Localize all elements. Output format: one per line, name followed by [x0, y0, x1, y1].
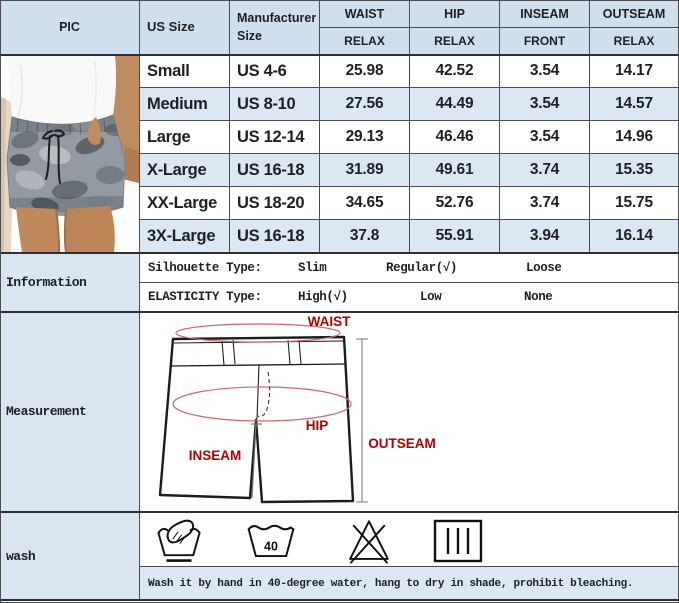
outseam-subheader: RELAX [590, 28, 679, 55]
manufacturer-size: US 8-10 [230, 88, 320, 121]
inseam-value: 3.94 [500, 220, 590, 253]
waist-value: 37.8 [320, 220, 410, 253]
inseam-subheader: FRONT [500, 28, 590, 55]
waist-value: 29.13 [320, 121, 410, 154]
elasticity-option-low: Low [420, 290, 442, 304]
elasticity-option-none: None [524, 290, 553, 304]
size-name: X-Large [140, 154, 230, 187]
do-not-bleach-icon [349, 520, 389, 564]
measurement-section-label: Measurement [0, 312, 140, 512]
wash-separator [0, 511, 679, 513]
waist-annotation: WAIST [308, 314, 352, 329]
bottom-separator [0, 599, 679, 601]
outseam-value: 16.14 [590, 220, 679, 253]
hip-annotation: HIP [306, 418, 329, 433]
silhouette-option-loose: Loose [526, 260, 562, 275]
size-name: Medium [140, 88, 230, 121]
silhouette-option-regular: Regular(√) [386, 260, 458, 275]
waist-value: 31.89 [320, 154, 410, 187]
wash-temp-label: 40 [264, 540, 278, 554]
size-name: Small [140, 55, 230, 88]
inseam-value: 3.74 [500, 154, 590, 187]
elasticity-type-title: ELASTICITY Type: [148, 290, 262, 304]
size-name: Large [140, 121, 230, 154]
wash-40-icon: 40 [247, 524, 295, 558]
manufacturer-size: US 18-20 [230, 187, 320, 220]
hip-value: 49.61 [410, 154, 500, 187]
wash-instructions-note: Wash it by hand in 40-degree water, hang… [140, 567, 679, 601]
wash-icons-row: 40 [140, 512, 679, 567]
outseam-value: 15.35 [590, 154, 679, 187]
elasticity-option-high: High(√) [298, 290, 348, 304]
us-size-column-header: US Size [140, 0, 230, 55]
size-name: XX-Large [140, 187, 230, 220]
elasticity-type-row: ELASTICITY Type: High(√) Low None [140, 283, 679, 312]
hip-subheader: RELAX [410, 28, 500, 55]
hip-value: 52.76 [410, 187, 500, 220]
information-section-label: Information [0, 253, 140, 312]
pic-column-header: PIC [0, 0, 140, 55]
hip-value: 42.52 [410, 55, 500, 88]
waist-subheader: RELAX [320, 28, 410, 55]
manufacturer-size: US 16-18 [230, 154, 320, 187]
measurement-separator [0, 311, 679, 313]
waist-value: 25.98 [320, 55, 410, 88]
drip-dry-icon [433, 519, 483, 563]
inseam-annotation: INSEAM [189, 448, 242, 463]
inseam-value: 3.54 [500, 88, 590, 121]
silhouette-option-slim: Slim [298, 260, 327, 275]
hip-value: 55.91 [410, 220, 500, 253]
shorts-measurement-diagram: WAIST HIP INSEAM OUTSEAM [158, 314, 436, 504]
inseam-value: 3.54 [500, 55, 590, 88]
silhouette-type-row: Silhouette Type: Slim Regular(√) Loose [140, 253, 679, 283]
outseam-value: 14.57 [590, 88, 679, 121]
manufacturer-size: US 16-18 [230, 220, 320, 253]
hand-wash-icon [157, 519, 201, 562]
silhouette-type-title: Silhouette Type: [148, 260, 262, 275]
product-photo-camo-shorts [0, 55, 139, 252]
hip-value: 44.49 [410, 88, 500, 121]
measurement-diagram-cell: WAIST HIP INSEAM OUTSEAM [140, 312, 679, 512]
hip-value: 46.46 [410, 121, 500, 154]
header-separator [0, 54, 679, 56]
inseam-value: 3.54 [500, 121, 590, 154]
manufacturer-size-column-header: Manufacturer Size [230, 0, 320, 55]
outseam-value: 14.96 [590, 121, 679, 154]
manufacturer-size: US 12-14 [230, 121, 320, 154]
inseam-column-header: INSEAM [500, 0, 590, 28]
outseam-annotation: OUTSEAM [368, 436, 436, 451]
outseam-column-header: OUTSEAM [590, 0, 679, 28]
product-photo-cell [0, 55, 140, 253]
inseam-value: 3.74 [500, 187, 590, 220]
outseam-value: 14.17 [590, 55, 679, 88]
manufacturer-size: US 4-6 [230, 55, 320, 88]
wash-section-label: wash [0, 512, 140, 601]
waist-column-header: WAIST [320, 0, 410, 28]
size-name: 3X-Large [140, 220, 230, 253]
hip-column-header: HIP [410, 0, 500, 28]
information-separator [0, 252, 679, 254]
waist-value: 27.56 [320, 88, 410, 121]
waist-value: 34.65 [320, 187, 410, 220]
outseam-value: 15.75 [590, 187, 679, 220]
